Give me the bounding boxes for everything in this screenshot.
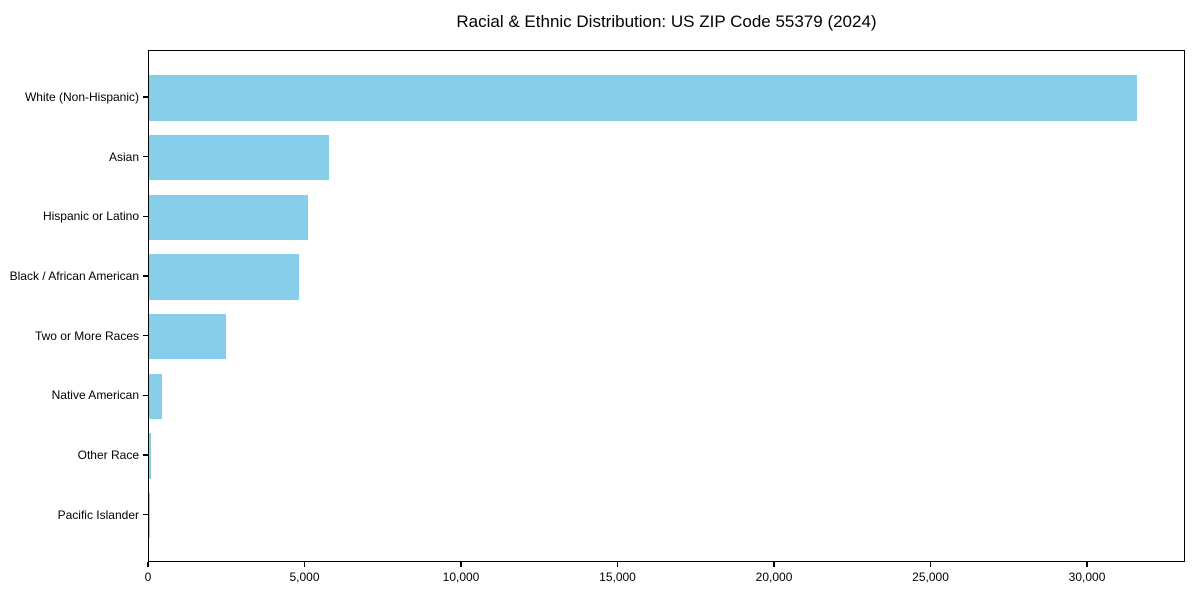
bar-hispanic-or-latino xyxy=(149,194,308,241)
x-tick-mark xyxy=(773,562,775,567)
y-tick-mark xyxy=(143,454,148,456)
y-tick-mark xyxy=(143,96,148,98)
x-tick-label: 20,000 xyxy=(755,570,793,584)
bar-white-non-hispanic xyxy=(149,75,1137,121)
bar-black-african-american xyxy=(149,254,299,300)
chart-title: Racial & Ethnic Distribution: US ZIP Cod… xyxy=(456,12,877,31)
x-tick-label: 25,000 xyxy=(912,570,949,584)
y-tick-label-asian: Asian xyxy=(108,149,139,164)
y-tick-label-two-or-more-races: Two or More Races xyxy=(34,328,139,343)
y-tick-mark xyxy=(143,156,148,158)
y-tick-label-hispanic-or-latino: Hispanic or Latino xyxy=(42,209,139,224)
y-tick-label-pacific-islander: Pacific Islander xyxy=(57,507,139,522)
y-tick-label-native-american: Native American xyxy=(51,388,139,403)
x-tick-label: 15,000 xyxy=(599,570,636,584)
bar-native-american xyxy=(149,373,163,420)
y-tick-mark xyxy=(143,215,148,217)
y-tick-mark xyxy=(143,394,148,396)
bar-two-or-more-races xyxy=(149,313,227,360)
y-tick-label-other-race: Other Race xyxy=(77,448,139,463)
x-tick-mark xyxy=(616,562,619,567)
x-tick-mark xyxy=(1086,562,1088,567)
bar-other-race xyxy=(149,433,151,479)
bar-asian xyxy=(149,134,330,181)
y-tick-label-black-african-american: Black / African American xyxy=(9,269,139,283)
y-tick-mark xyxy=(143,335,148,337)
x-tick-mark xyxy=(929,562,932,567)
y-tick-mark xyxy=(143,514,148,516)
x-tick-label: 0 xyxy=(144,570,152,584)
x-tick-mark xyxy=(147,562,149,567)
x-tick-label: 30,000 xyxy=(1068,570,1106,584)
x-tick-mark xyxy=(460,562,462,567)
y-tick-mark xyxy=(143,275,148,277)
x-tick-mark xyxy=(303,562,306,567)
x-tick-label: 5,000 xyxy=(289,570,320,584)
y-tick-label-white-non-hispanic: White (Non-Hispanic) xyxy=(24,90,139,104)
x-tick-label: 10,000 xyxy=(442,570,480,584)
plot-area xyxy=(148,50,1185,562)
